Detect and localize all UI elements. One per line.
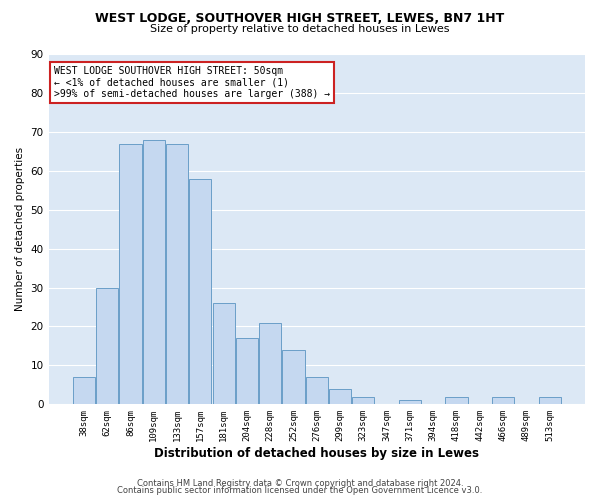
Bar (166, 144, 188, 404)
Bar (143, 140, 165, 404)
Bar (236, 338, 258, 404)
Bar (96, 288, 118, 405)
Bar (283, 350, 305, 405)
Text: Contains HM Land Registry data © Crown copyright and database right 2024.: Contains HM Land Registry data © Crown c… (137, 478, 463, 488)
Bar (73, 377, 95, 404)
Bar (259, 322, 281, 404)
Bar (352, 396, 374, 404)
Bar (399, 400, 421, 404)
Bar (190, 178, 211, 404)
Bar (445, 396, 467, 404)
Bar (212, 303, 235, 404)
Text: Contains public sector information licensed under the Open Government Licence v3: Contains public sector information licen… (118, 486, 482, 495)
X-axis label: Distribution of detached houses by size in Lewes: Distribution of detached houses by size … (154, 447, 479, 460)
Bar (329, 389, 351, 404)
Bar (539, 396, 560, 404)
Text: WEST LODGE SOUTHOVER HIGH STREET: 50sqm
← <1% of detached houses are smaller (1): WEST LODGE SOUTHOVER HIGH STREET: 50sqm … (54, 66, 330, 100)
Bar (492, 396, 514, 404)
Bar (306, 377, 328, 404)
Text: Size of property relative to detached houses in Lewes: Size of property relative to detached ho… (150, 24, 450, 34)
Text: WEST LODGE, SOUTHOVER HIGH STREET, LEWES, BN7 1HT: WEST LODGE, SOUTHOVER HIGH STREET, LEWES… (95, 12, 505, 26)
Bar (119, 144, 142, 404)
Y-axis label: Number of detached properties: Number of detached properties (15, 147, 25, 311)
